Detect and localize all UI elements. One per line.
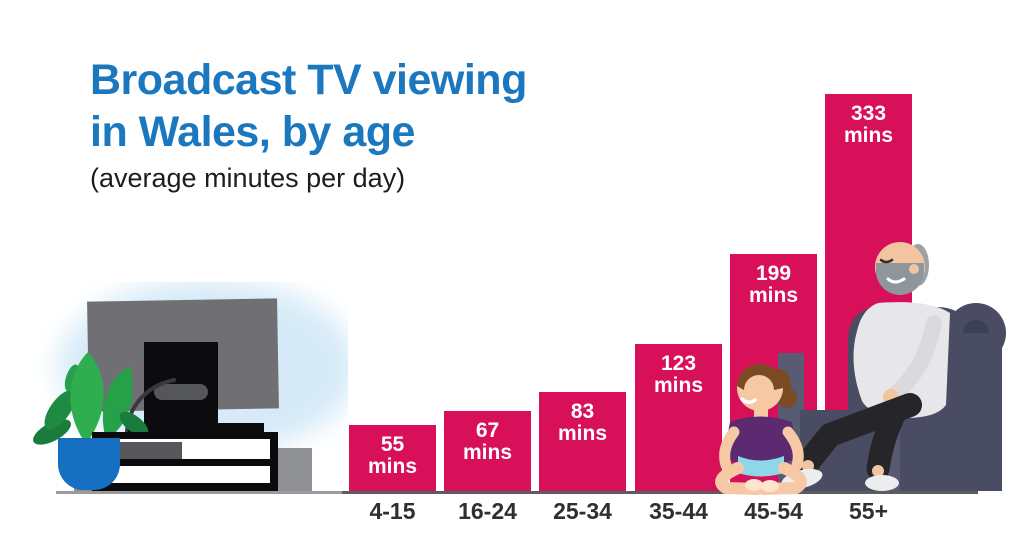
- bar-value-label: 333: [850, 102, 887, 125]
- bar-unit-label: mins: [462, 441, 512, 464]
- media-unit-shelf-bottom: [100, 466, 270, 483]
- man-arm: [888, 315, 942, 401]
- set-top-box-icon: [102, 442, 182, 459]
- child-arm-right: [782, 426, 804, 471]
- x-axis-label: 16-24: [458, 498, 517, 524]
- bar-value-label: 123: [660, 352, 697, 375]
- child-foot-2: [761, 480, 779, 492]
- man-ankle-2: [872, 465, 884, 477]
- x-axis-label: 35-44: [649, 498, 708, 524]
- tv-mount-slot: [154, 384, 208, 400]
- bar-unit-label: mins: [557, 422, 607, 445]
- man-illustration: [781, 242, 950, 491]
- title-line-1: Broadcast TV viewing: [90, 56, 527, 104]
- bar-unit-label: mins: [653, 374, 703, 397]
- plant-pot: [58, 438, 120, 490]
- plant-leaves: [32, 352, 149, 445]
- man-eye: [879, 258, 894, 264]
- page-title: Broadcast TV viewing in Wales, by age: [90, 54, 527, 158]
- bar-value-label: 67: [475, 419, 500, 442]
- man-leg-down: [866, 399, 908, 481]
- title-line-2: in Wales, by age: [90, 108, 415, 156]
- tv-illustration: [32, 282, 348, 491]
- baseline-floor-line: [56, 491, 978, 494]
- child-hair-top: [737, 363, 784, 390]
- media-unit-side-right: [278, 448, 312, 491]
- child-shorts: [738, 456, 784, 477]
- child-arm-left: [719, 426, 740, 471]
- child-leg-left: [715, 462, 764, 495]
- man-mouth: [886, 277, 906, 284]
- x-axis-label: 55+: [848, 498, 889, 524]
- bar-4-15: 55 mins: [349, 425, 436, 491]
- child-shirt: [723, 416, 799, 465]
- bar-16-24: 67 mins: [444, 411, 531, 491]
- bar-35-44: 123 mins: [635, 344, 722, 491]
- bar-unit-label: mins: [748, 284, 798, 307]
- bar-unit-label: mins: [367, 455, 417, 478]
- bar-value-label: 199: [755, 262, 792, 285]
- child-illustration: [715, 363, 807, 495]
- man-shoe-right: [865, 475, 899, 491]
- bar-25-34: 83 mins: [539, 392, 626, 491]
- child-smile: [740, 397, 757, 404]
- bar-value-label: 83: [570, 400, 595, 423]
- child-neck: [754, 406, 768, 418]
- x-axis-label: 4-15: [369, 498, 416, 524]
- child-leg-right: [758, 462, 807, 495]
- child-foot: [745, 479, 763, 491]
- man-ear: [909, 264, 919, 274]
- x-axis-label: 45-54: [744, 498, 803, 524]
- page-subtitle: (average minutes per day): [90, 163, 406, 193]
- x-axis-label: 25-34: [553, 498, 612, 524]
- man-in-armchair-illustration: [778, 242, 1006, 491]
- bar-unit-label: mins: [843, 124, 893, 147]
- bar-value-label: 55: [380, 433, 405, 456]
